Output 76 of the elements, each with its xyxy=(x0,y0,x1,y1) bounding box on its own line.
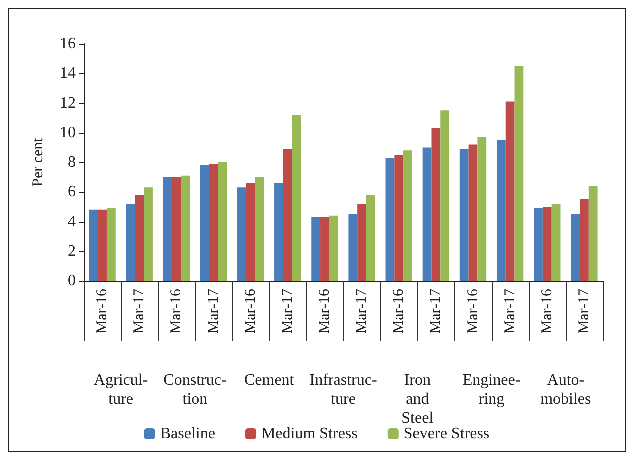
bar xyxy=(478,137,487,281)
bar xyxy=(394,155,404,281)
bar xyxy=(237,188,246,281)
x-tick-label: Mar-16 xyxy=(391,288,408,334)
bar xyxy=(98,210,107,281)
bar xyxy=(200,165,210,281)
text: Auto- mobiles xyxy=(540,372,592,408)
legend-label: Baseline xyxy=(160,426,216,442)
bar xyxy=(514,66,524,281)
bar xyxy=(255,177,264,281)
text: Infrastruc- ture xyxy=(310,372,378,408)
y-tick-label: 0 xyxy=(68,272,76,290)
x-tick-label: Mar-17 xyxy=(576,288,592,334)
bar xyxy=(135,195,144,281)
bar xyxy=(144,188,153,281)
y-axis-title: Per cent xyxy=(30,137,46,187)
bar xyxy=(126,204,136,281)
bar xyxy=(312,217,321,281)
bar xyxy=(181,176,190,281)
bar xyxy=(329,216,338,281)
bar xyxy=(358,204,366,281)
y-tick-label: 10 xyxy=(60,124,76,142)
bar xyxy=(460,149,469,281)
bar xyxy=(580,200,589,281)
x-tick-label: Mar-17 xyxy=(428,288,444,334)
bar xyxy=(218,162,228,281)
bar xyxy=(422,148,432,281)
bar xyxy=(386,158,395,281)
y-tick-label: 14 xyxy=(60,65,76,82)
legend-label: Medium Stress xyxy=(261,426,358,442)
y-tick-label: 2 xyxy=(68,242,76,260)
bar xyxy=(283,149,292,281)
x-tick-label: Mar-17 xyxy=(132,288,148,334)
x-tick-label: Mar-16 xyxy=(316,288,333,334)
text: Cement xyxy=(244,372,295,389)
bar xyxy=(246,183,256,281)
bar xyxy=(163,177,172,281)
bar xyxy=(552,204,561,281)
x-tick-label: Mar-17 xyxy=(502,288,518,334)
text: Iron and Steel xyxy=(402,372,434,427)
bar xyxy=(588,186,598,281)
bar xyxy=(440,110,450,281)
bar xyxy=(366,195,376,281)
bar xyxy=(404,150,412,281)
text: Enginee- ring xyxy=(462,372,521,408)
y-tick-label: 8 xyxy=(68,154,76,171)
x-tick-label: Mar-16 xyxy=(539,288,556,334)
x-tick-label: Mar-16 xyxy=(94,288,111,334)
bar xyxy=(542,206,552,281)
x-tick-label: Mar-17 xyxy=(280,288,296,334)
bar xyxy=(172,177,182,281)
bar xyxy=(320,217,330,281)
bar xyxy=(209,164,218,281)
x-tick-label: Mar-17 xyxy=(354,288,370,334)
bar xyxy=(89,210,98,281)
bar xyxy=(106,208,116,281)
x-tick-label: Mar-16 xyxy=(242,288,259,334)
bar xyxy=(348,214,358,281)
y-tick-label: 6 xyxy=(68,184,76,201)
bar xyxy=(506,102,515,281)
y-tick-label: 4 xyxy=(68,213,76,230)
x-tick-label: Mar-16 xyxy=(465,288,482,334)
bar xyxy=(571,214,580,281)
y-tick-label: 16 xyxy=(60,36,76,52)
bar xyxy=(274,183,284,281)
legend-label: Severe Stress xyxy=(404,426,490,442)
bar xyxy=(468,144,478,281)
text: Construc- tion xyxy=(164,372,227,408)
text: Agricul- ture xyxy=(94,372,148,408)
y-tick-label: 12 xyxy=(60,94,76,112)
x-tick-label: Mar-17 xyxy=(206,288,222,334)
bar xyxy=(292,115,302,281)
bar xyxy=(496,140,506,281)
x-tick-label: Mar-16 xyxy=(168,288,185,334)
bar xyxy=(534,208,543,281)
bar xyxy=(432,128,441,281)
